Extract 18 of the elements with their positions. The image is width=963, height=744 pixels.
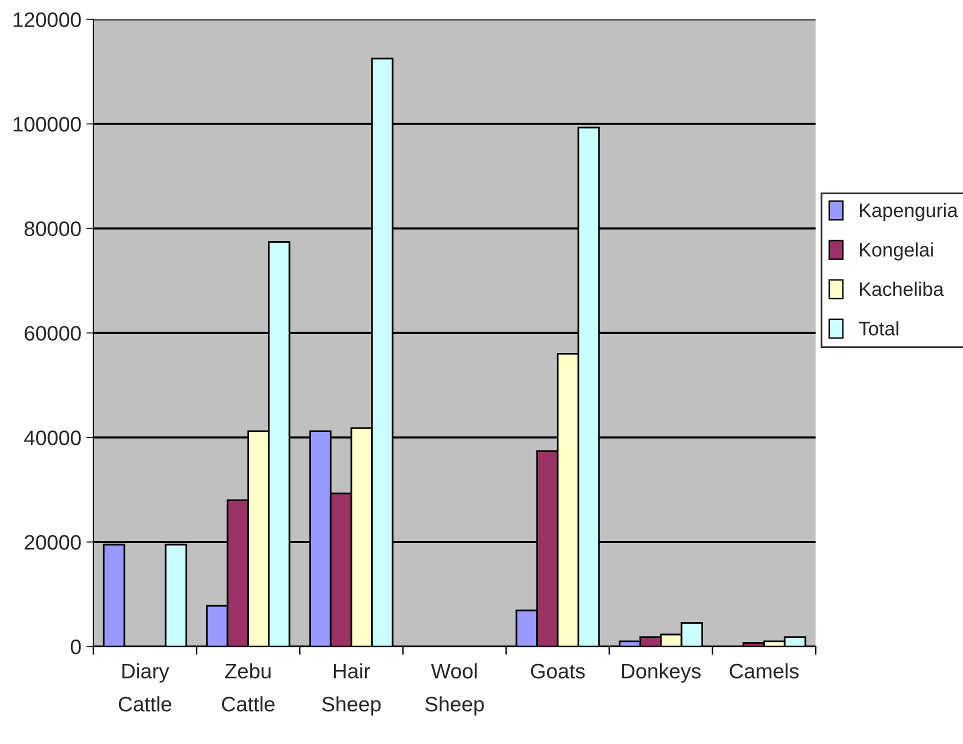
- x-tick-label: Zebu Cattle: [222, 663, 274, 712]
- legend-label: Kapenguria: [860, 202, 958, 222]
- y-tick-label: 100000: [14, 116, 81, 132]
- x-tick-label: Diary Cattle: [118, 663, 172, 712]
- legend-label: Kongelai: [860, 242, 933, 260]
- y-tick-label: 40000: [24, 430, 81, 446]
- y-tick-label: 20000: [24, 535, 81, 550]
- x-tick-label: Wool Sheep: [425, 663, 484, 716]
- y-tick-label: 0: [70, 640, 81, 654]
- y-tick-label: 60000: [24, 326, 81, 341]
- y-tick-label: 80000: [24, 221, 81, 236]
- y-tick-label: 120000: [14, 12, 81, 28]
- legend-label: Kacheliba: [860, 282, 944, 296]
- x-tick-label: Goats: [530, 664, 585, 679]
- legend-label: Total: [858, 321, 898, 336]
- x-tick-label: Camels: [730, 663, 799, 679]
- x-tick-label: Donkeys: [622, 663, 701, 683]
- x-tick-label: Hair Sheep: [322, 663, 381, 716]
